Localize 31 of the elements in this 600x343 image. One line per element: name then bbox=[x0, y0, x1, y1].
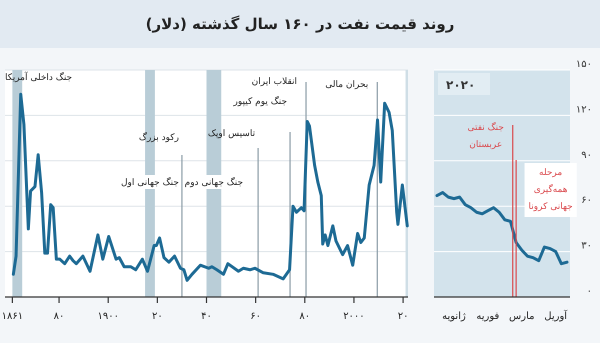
x-tick-label: ۱۸۶۱ bbox=[2, 311, 24, 322]
band-label: جنگ داخلی آمریکا bbox=[5, 71, 72, 83]
x-tick-label: ۸۰ bbox=[299, 311, 310, 322]
chart-title: روند قیمت نفت در ۱۶۰ سال گذشته (دلار) bbox=[146, 15, 454, 33]
x-tick-label: ژانویه bbox=[442, 311, 466, 322]
annotation: جنگ نفتی عربستان bbox=[467, 121, 504, 150]
ref-line-label: بحران مالی bbox=[325, 80, 368, 90]
band-label: جنگ جهانی اول bbox=[121, 176, 179, 188]
y-tick-label: ۳۰ bbox=[581, 240, 592, 252]
x-tick-label: ۲۰ bbox=[152, 311, 163, 322]
annotation: ۲۰۲۰ bbox=[446, 78, 476, 92]
ref-line-label: تاسیس اوپک bbox=[208, 129, 256, 139]
x-tick-label: ۱۹۰۰ bbox=[97, 311, 119, 322]
x-tick-label: آوریل bbox=[544, 309, 568, 322]
x-tick-label: ۲۰۰۰ bbox=[343, 311, 365, 322]
x-tick-label: مارس bbox=[509, 311, 535, 322]
x-tick-label: ۴۰ bbox=[201, 311, 212, 322]
x-tick-label: فوریه bbox=[476, 311, 500, 322]
band-label: جنگ جهانی دوم bbox=[184, 176, 244, 188]
ref-line-label: انقلاب ایران bbox=[252, 77, 298, 87]
y-tick-label: ۶۰ bbox=[581, 195, 592, 206]
x-tick-label: ۸۰ bbox=[54, 311, 64, 322]
y-tick-label: ۹۰ bbox=[581, 150, 592, 161]
annotation: مرحله همه‌گیری جهانی کرونا bbox=[528, 168, 573, 212]
x-tick-label: ۲۰ bbox=[398, 311, 408, 322]
ref-line-label: جنگ یوم کیپور bbox=[232, 95, 288, 107]
y-tick-label: ۰ bbox=[586, 286, 592, 297]
y-tick-label: ۱۲۰ bbox=[576, 104, 592, 116]
y-tick-label: ۱۵۰ bbox=[576, 59, 592, 70]
x-tick-label: ۶۰ bbox=[250, 311, 262, 322]
ref-line-label: رکود بزرگ bbox=[138, 131, 179, 143]
